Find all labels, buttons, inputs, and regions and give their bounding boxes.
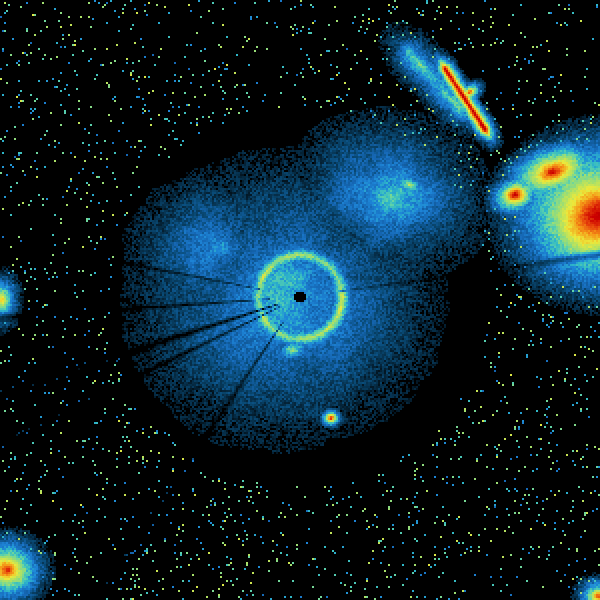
radar-reflectivity-canvas	[0, 0, 600, 600]
radar-display: Weather Radar Reflectivity (PPI scan) dB…	[0, 0, 600, 600]
